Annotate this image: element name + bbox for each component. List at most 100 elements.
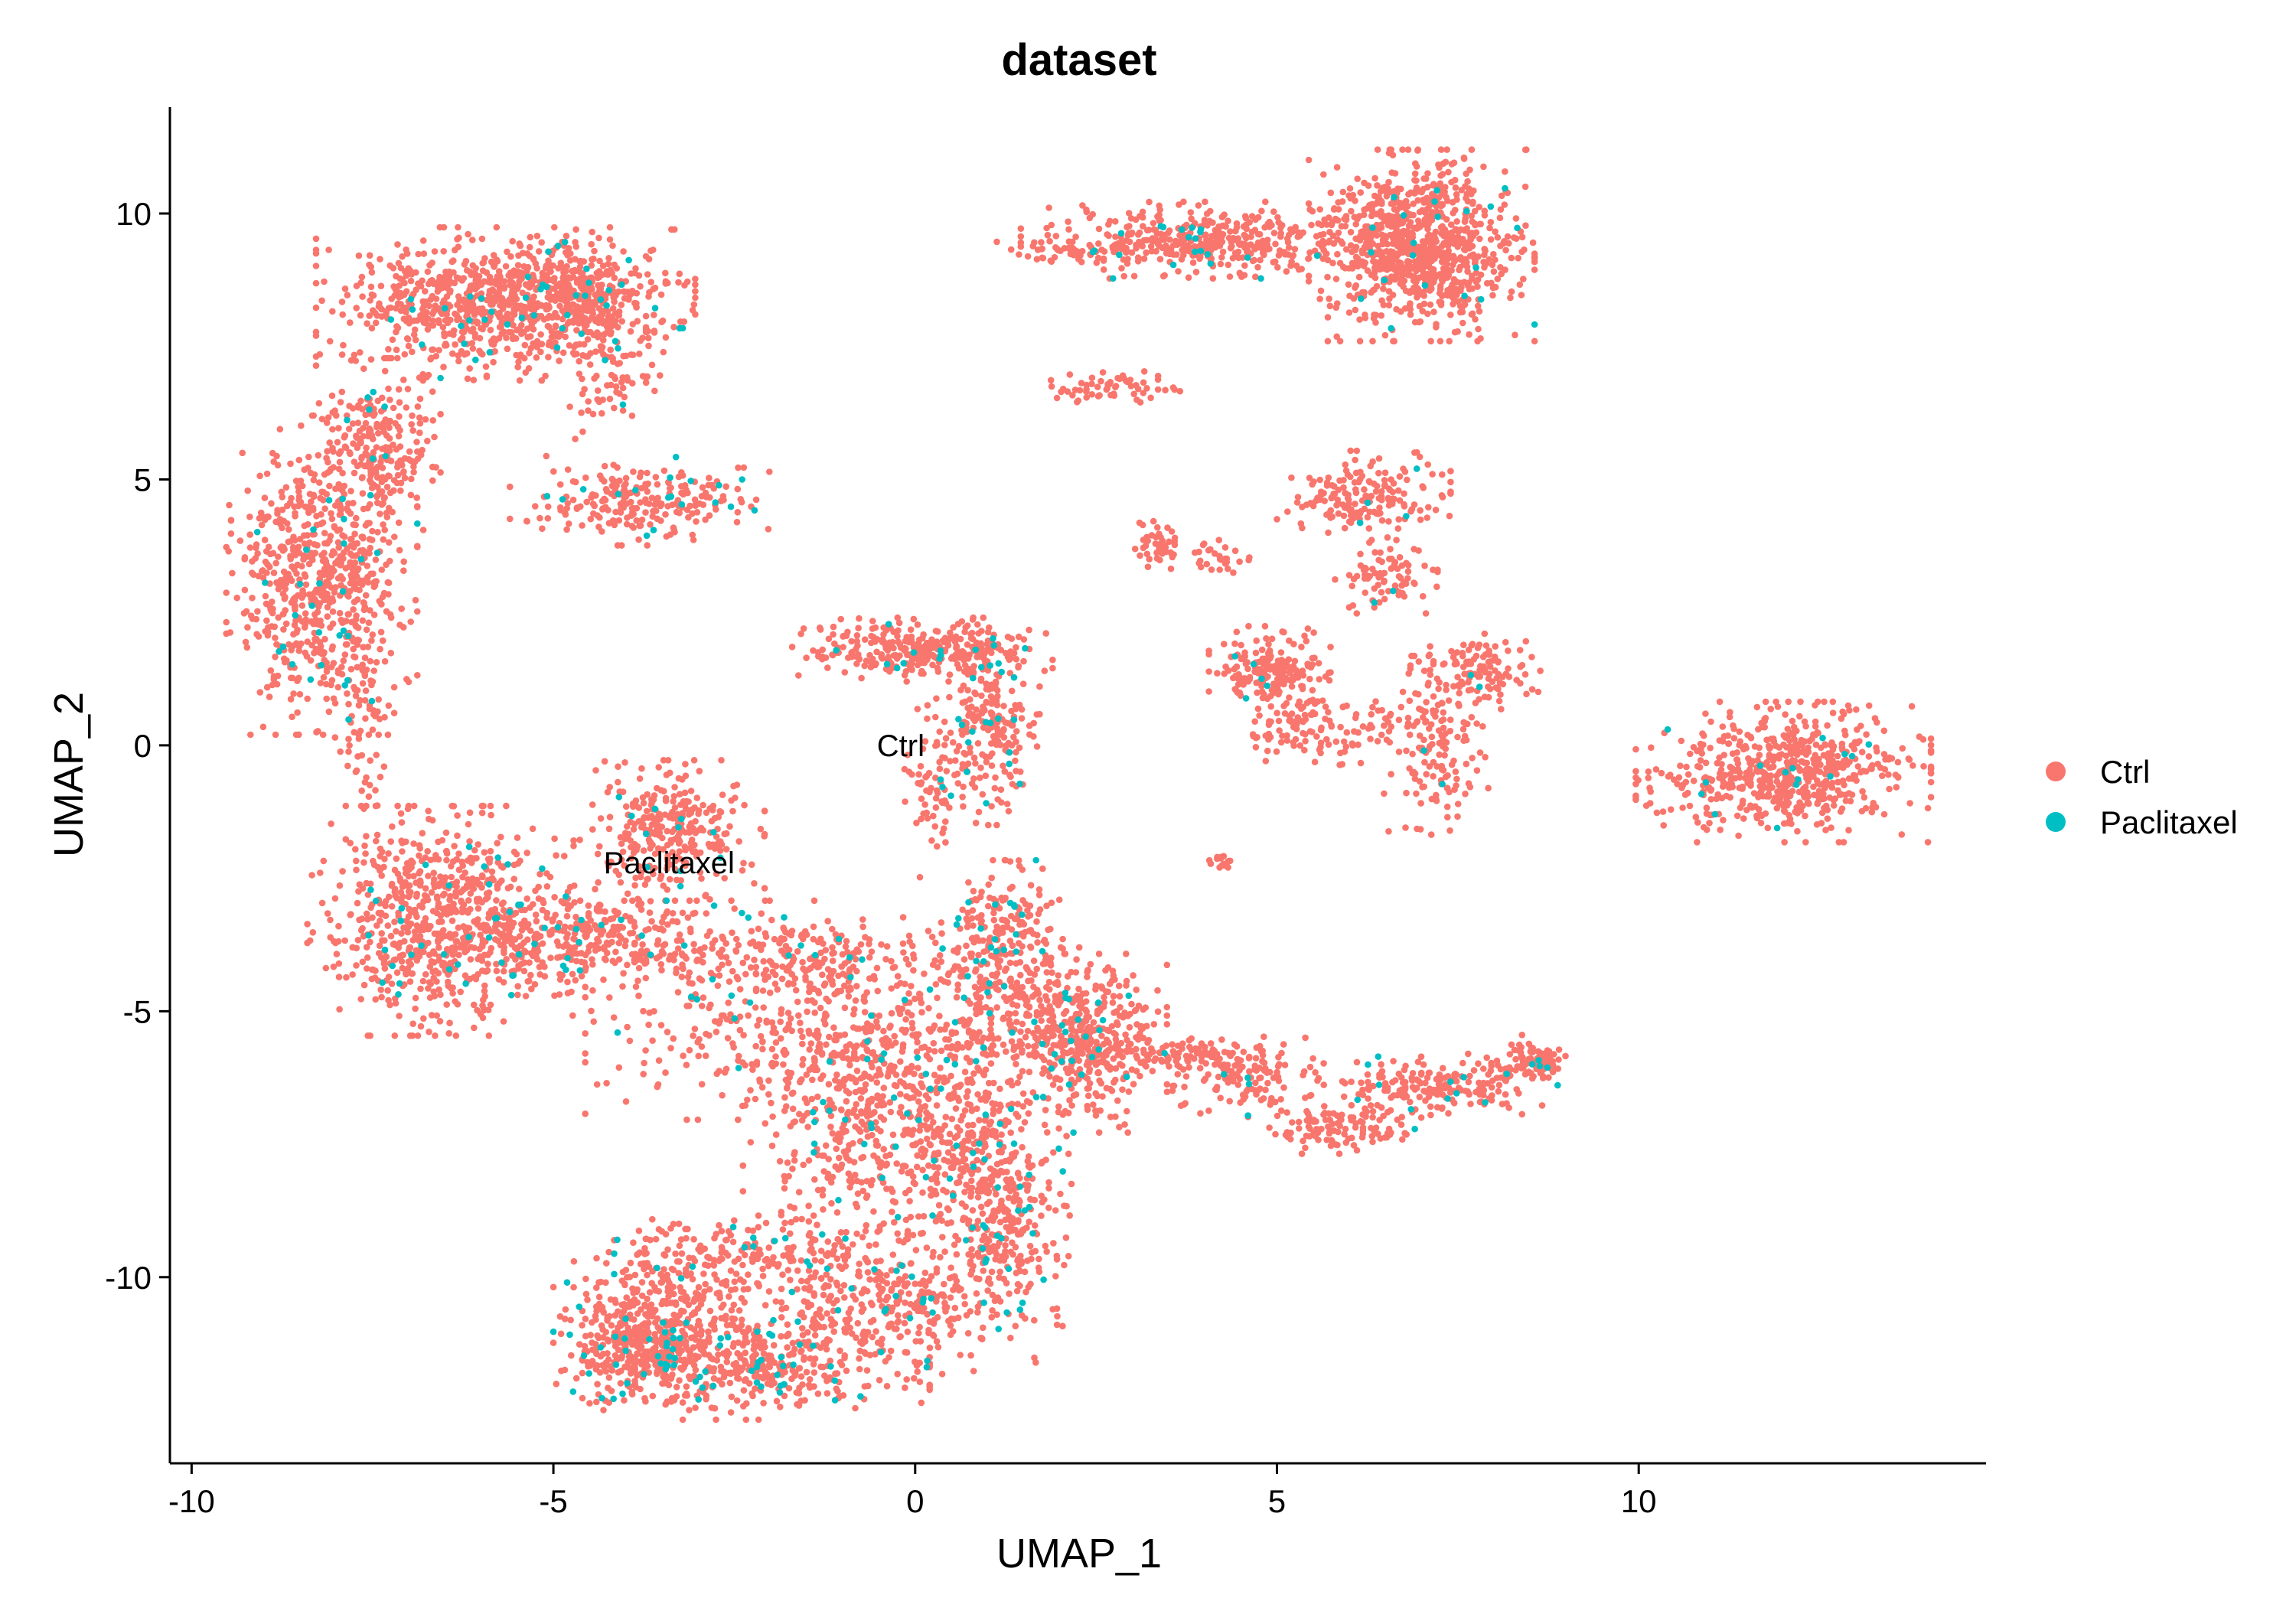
ctrl-point bbox=[449, 990, 456, 997]
ctrl-point bbox=[345, 748, 352, 755]
ctrl-point bbox=[564, 466, 572, 473]
ctrl-point bbox=[370, 667, 378, 674]
ctrl-point bbox=[572, 226, 579, 233]
ctrl-point bbox=[605, 255, 612, 262]
ctrl-point bbox=[903, 678, 910, 685]
ctrl-point bbox=[301, 624, 308, 631]
ctrl-point bbox=[315, 399, 323, 407]
ctrl-point bbox=[457, 988, 464, 996]
ctrl-point bbox=[351, 530, 358, 537]
ctrl-point bbox=[716, 972, 723, 979]
ctrl-point bbox=[356, 881, 364, 888]
ctrl-point bbox=[650, 285, 657, 293]
ctrl-point bbox=[455, 357, 462, 365]
ctrl-point bbox=[628, 523, 636, 530]
ctrl-point bbox=[1008, 707, 1015, 715]
ctrl-point bbox=[496, 272, 503, 279]
ctrl-point bbox=[413, 494, 420, 501]
ctrl-point bbox=[523, 517, 530, 525]
ctrl-point bbox=[385, 996, 392, 1004]
ctrl-point bbox=[1015, 664, 1022, 671]
ctrl-point bbox=[318, 651, 326, 657]
ctrl-point bbox=[438, 918, 445, 925]
ctrl-point bbox=[396, 546, 403, 554]
ctrl-point bbox=[374, 463, 381, 471]
ctrl-point bbox=[543, 883, 551, 890]
ctrl-point bbox=[999, 925, 1006, 932]
ctrl-point bbox=[282, 585, 289, 592]
ctrl-point bbox=[749, 1066, 756, 1073]
ctrl-point bbox=[331, 589, 338, 596]
ctrl-point bbox=[334, 439, 341, 446]
ctrl-point bbox=[321, 592, 328, 599]
ctrl-point bbox=[762, 897, 768, 905]
ctrl-point bbox=[660, 913, 667, 921]
ctrl-point bbox=[500, 967, 507, 975]
ctrl-point bbox=[363, 833, 370, 840]
ctrl-point bbox=[351, 560, 357, 568]
ctrl-point bbox=[413, 957, 421, 964]
ctrl-point bbox=[743, 954, 751, 961]
ctrl-point bbox=[370, 448, 377, 456]
ctrl-point bbox=[853, 983, 860, 990]
ctrl-point bbox=[518, 927, 526, 934]
ctrl-point bbox=[494, 882, 501, 889]
ctrl-point bbox=[455, 223, 461, 231]
ctrl-point bbox=[546, 928, 553, 936]
ctrl-point bbox=[891, 1032, 898, 1040]
ctrl-point bbox=[389, 823, 396, 830]
ctrl-point bbox=[351, 729, 358, 736]
ctrl-point bbox=[1020, 657, 1027, 665]
ctrl-point bbox=[954, 660, 961, 668]
ctrl-point bbox=[642, 481, 649, 488]
ctrl-point bbox=[432, 464, 439, 471]
ctrl-point bbox=[941, 718, 948, 726]
ctrl-point bbox=[633, 304, 640, 311]
ctrl-point bbox=[491, 936, 499, 943]
ctrl-point bbox=[1030, 719, 1037, 727]
ctrl-point bbox=[249, 558, 256, 565]
ctrl-point bbox=[837, 615, 844, 623]
ctrl-point bbox=[644, 271, 651, 278]
ctrl-point bbox=[289, 713, 295, 720]
ctrl-point bbox=[298, 482, 306, 490]
ctrl-point bbox=[364, 452, 371, 459]
ctrl-point bbox=[658, 967, 665, 973]
ctrl-point bbox=[364, 320, 370, 328]
ctrl-point bbox=[566, 285, 573, 292]
ctrl-point bbox=[1016, 863, 1023, 869]
ctrl-point bbox=[478, 235, 486, 243]
ctrl-point bbox=[854, 642, 861, 649]
ctrl-point bbox=[502, 263, 510, 270]
ctrl-point bbox=[380, 500, 386, 507]
ctrl-point bbox=[338, 351, 346, 358]
ctrl-point bbox=[481, 951, 488, 959]
ctrl-point bbox=[390, 709, 398, 716]
ctrl-point bbox=[481, 849, 488, 856]
ctrl-point bbox=[280, 626, 287, 633]
ctrl-point bbox=[563, 526, 570, 533]
ctrl-point bbox=[638, 765, 645, 772]
ctrl-point bbox=[396, 413, 403, 420]
ctrl-point bbox=[550, 295, 556, 303]
ctrl-point bbox=[497, 863, 505, 870]
ctrl-point bbox=[278, 488, 285, 496]
ctrl-point bbox=[635, 536, 642, 543]
ctrl-point bbox=[725, 959, 732, 967]
ctrl-point bbox=[628, 498, 634, 506]
ctrl-point bbox=[804, 1008, 810, 1016]
ctrl-point bbox=[355, 702, 363, 709]
ctrl-point bbox=[752, 496, 760, 504]
ctrl-point bbox=[596, 843, 603, 850]
ctrl-point bbox=[411, 326, 419, 334]
ctrl-point bbox=[1018, 706, 1026, 713]
ctrl-point bbox=[759, 987, 767, 994]
ctrl-point bbox=[246, 544, 254, 551]
ctrl-point bbox=[526, 350, 533, 357]
ctrl-point bbox=[679, 909, 687, 917]
ctrl-point bbox=[359, 490, 367, 497]
ctrl-point bbox=[570, 837, 577, 844]
ctrl-point bbox=[265, 514, 272, 520]
ctrl-point bbox=[328, 510, 334, 517]
ctrl-point bbox=[329, 608, 337, 615]
